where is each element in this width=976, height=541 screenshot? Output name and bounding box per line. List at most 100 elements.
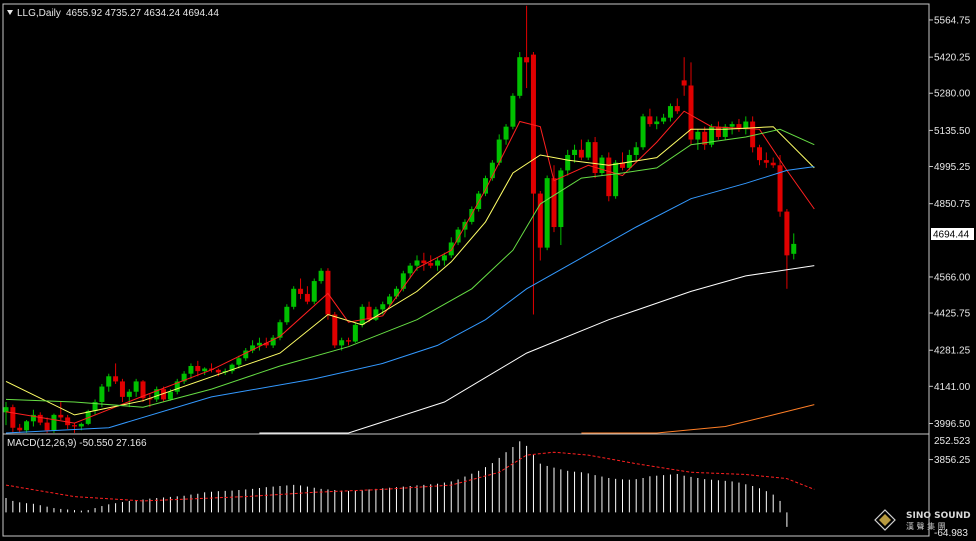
- moving-averages-layer: [5, 110, 815, 434]
- candle-body: [524, 57, 530, 63]
- candle-body: [681, 80, 687, 86]
- candle-body: [250, 345, 256, 351]
- candle-body: [428, 263, 434, 266]
- ma120-line: [259, 265, 815, 434]
- current-price-tag: [931, 228, 974, 240]
- candle-body: [284, 306, 290, 323]
- candle-body: [736, 124, 742, 130]
- candle-body: [407, 265, 413, 274]
- candle-body: [750, 121, 756, 148]
- macd-axis-bottom: -64.983: [934, 528, 968, 539]
- candle-body: [346, 340, 351, 342]
- candle-body: [195, 365, 201, 372]
- price-tick-label: 5564.75: [934, 15, 971, 26]
- candle-body: [757, 147, 762, 161]
- price-tick-label: 5135.50: [934, 126, 971, 137]
- candle-body: [613, 162, 619, 197]
- candle-body: [37, 414, 43, 423]
- candle-body: [517, 57, 523, 96]
- candle-body: [572, 149, 578, 155]
- candle-body: [455, 229, 461, 243]
- candle-body: [24, 421, 30, 431]
- sino-sound-logo: SINO SOUND 漢 聲 集 團: [874, 509, 971, 531]
- candle-body: [435, 260, 441, 266]
- macd-label: MACD(12,26,9) -50.550 27.166: [7, 438, 147, 449]
- candle-body: [400, 273, 406, 289]
- candle-body: [161, 389, 167, 400]
- price-tick-label: 4850.75: [934, 199, 971, 210]
- candle-body: [695, 131, 701, 140]
- logo-diamond-icon: [874, 509, 896, 531]
- price-tick-label: 4566.00: [934, 272, 971, 283]
- candle-body: [78, 423, 84, 427]
- candle-body: [421, 260, 427, 264]
- price-pane-frame: [2, 3, 930, 435]
- candle-body: [393, 288, 399, 297]
- ohlc-readout: 4655.92 4735.27 4634.24 4694.44: [66, 8, 219, 19]
- candle-body: [291, 288, 297, 307]
- collapse-triangle-icon[interactable]: [7, 10, 13, 15]
- candle-body: [626, 154, 632, 168]
- candle-body: [380, 304, 386, 310]
- candle-body: [606, 157, 612, 197]
- candle-body: [106, 376, 112, 387]
- candle-body: [722, 126, 728, 137]
- ma250-line: [581, 404, 815, 434]
- candle-body: [92, 402, 98, 412]
- candle-body: [236, 358, 242, 365]
- candle-body: [387, 296, 393, 305]
- macd-pane-frame: [2, 433, 930, 537]
- candle-body: [243, 350, 249, 359]
- price-tick-label: 5420.25: [934, 53, 971, 64]
- candle-body: [209, 368, 214, 370]
- candle-body: [770, 162, 776, 166]
- candle-body: [688, 85, 694, 140]
- candle-body: [263, 342, 269, 346]
- candle-body: [654, 121, 660, 125]
- candle-body: [578, 149, 584, 158]
- candle-body: [647, 116, 653, 125]
- candle-body: [188, 365, 194, 374]
- price-tick-label: 4425.75: [934, 309, 971, 320]
- candle-body: [503, 126, 509, 140]
- watermark-brand: SINO SOUND: [906, 511, 971, 521]
- candle-body: [325, 270, 331, 315]
- candle-body: [229, 364, 235, 372]
- candle-body: [30, 414, 36, 422]
- candle-body: [181, 373, 187, 382]
- candle-body: [729, 124, 735, 127]
- candle-body: [551, 178, 557, 228]
- candle-body: [51, 414, 57, 431]
- candle-body: [592, 142, 598, 173]
- candle-body: [544, 178, 550, 248]
- candle-body: [667, 106, 673, 118]
- candle-body: [44, 422, 50, 431]
- candle-body: [256, 342, 262, 346]
- price-tick-label: 4281.25: [934, 346, 971, 357]
- candle-body: [441, 255, 447, 261]
- candle-body: [777, 165, 783, 212]
- candle-body: [784, 211, 790, 256]
- candle-body: [715, 126, 721, 137]
- candle-body: [133, 381, 139, 392]
- candle-body: [167, 391, 173, 400]
- candle-body: [3, 407, 9, 413]
- candle-body: [202, 368, 208, 372]
- candle-body: [270, 337, 276, 346]
- candle-body: [332, 314, 338, 346]
- candle-body: [585, 142, 591, 158]
- price-tick-label: 4995.25: [934, 162, 971, 173]
- candle-body: [791, 243, 797, 254]
- candle-body: [530, 54, 536, 194]
- candle-body: [709, 126, 715, 145]
- candle-body: [304, 293, 310, 302]
- ma60-line: [5, 166, 815, 434]
- candle-body: [174, 381, 180, 392]
- price-tick-label: 4141.00: [934, 382, 971, 393]
- price-tick-label: 3996.50: [934, 419, 971, 430]
- price-tick-label: 3856.25: [934, 455, 971, 466]
- candle-body: [483, 178, 488, 194]
- candle-body: [72, 425, 77, 427]
- candle-body: [65, 417, 71, 426]
